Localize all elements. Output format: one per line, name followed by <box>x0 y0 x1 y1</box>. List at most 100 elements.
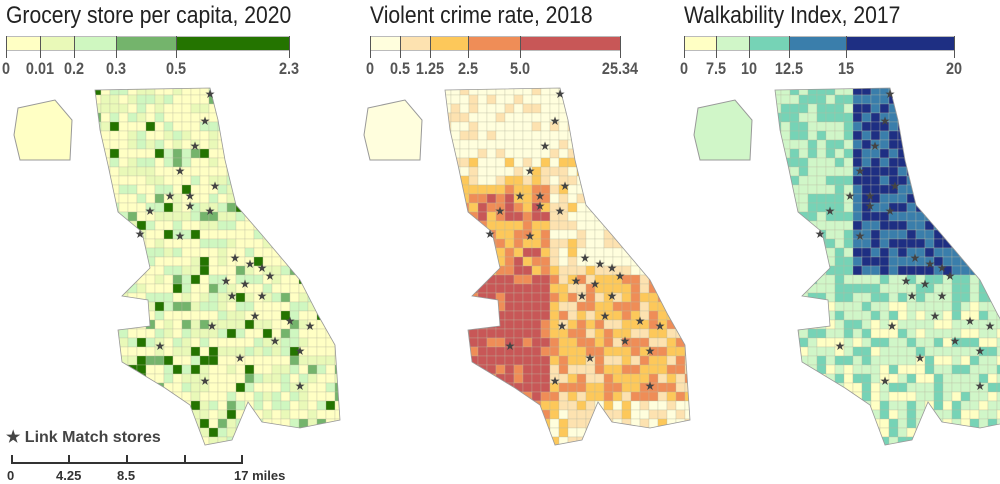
tract-cell <box>280 337 291 348</box>
tract-cell <box>445 364 452 375</box>
tract-cell <box>933 211 944 222</box>
tract-cell <box>217 103 228 114</box>
tract-cell <box>558 193 569 204</box>
tract-cell <box>127 184 138 195</box>
tract-cell <box>504 202 515 213</box>
tract-cell <box>199 292 210 303</box>
tract-cell <box>226 220 237 231</box>
tract-cell <box>825 94 836 105</box>
tract-cell <box>459 337 470 348</box>
tract-cell <box>100 112 111 123</box>
tract-cell <box>897 94 908 105</box>
tract-cell <box>798 220 809 231</box>
tract-cell <box>262 94 273 105</box>
tract-cell <box>825 418 836 429</box>
tract-cell <box>775 283 782 294</box>
tract-cell <box>825 184 836 195</box>
tract-cell <box>694 284 703 293</box>
tract-cell <box>316 400 327 411</box>
tract-cell <box>95 175 102 186</box>
tract-cell <box>344 257 353 266</box>
city-boundary <box>774 87 1000 446</box>
tract-cell <box>450 310 461 321</box>
tract-cell <box>163 283 174 294</box>
tract-cell <box>325 364 336 375</box>
tract-cell <box>978 88 989 96</box>
tract-cell <box>298 202 309 213</box>
tract-cell <box>531 364 542 375</box>
tract-cell <box>307 157 318 168</box>
tract-cell <box>897 166 908 177</box>
tract-cell <box>136 88 147 96</box>
choropleth-map: ★★★★★★★★ ★ ★★★★★ ★★ ★ ★★★★★★★★★★★★★ <box>13 87 353 455</box>
tract-cell <box>495 220 506 231</box>
tract-cell <box>924 427 935 438</box>
tract-cell <box>816 292 827 303</box>
tract-cell <box>549 130 560 141</box>
tract-cell <box>906 112 917 123</box>
tract-cell <box>567 427 578 438</box>
tract-cell <box>199 175 210 186</box>
tract-cell <box>870 328 881 339</box>
tract-cell <box>504 112 515 123</box>
tract-cell <box>325 202 336 213</box>
tract-cell <box>666 220 677 231</box>
tract-cell <box>298 193 309 204</box>
tract-cell <box>987 265 998 276</box>
tract-cell <box>477 427 488 438</box>
tract-cell <box>459 94 470 105</box>
tract-cell <box>834 427 845 438</box>
tract-cell <box>307 139 318 150</box>
tract-cell <box>262 247 273 258</box>
tract-cell <box>843 229 854 240</box>
tract-cell <box>807 346 818 357</box>
tract-cell <box>513 400 524 411</box>
tract-cell <box>522 121 533 132</box>
tract-cell <box>445 220 452 231</box>
tract-cell <box>960 364 971 375</box>
tract-cell <box>933 400 944 411</box>
tract-cell <box>486 130 497 141</box>
tract-cell <box>136 184 147 195</box>
tract-cell <box>942 400 953 411</box>
tract-cell <box>969 292 980 303</box>
tract-cell <box>445 310 452 321</box>
tract-cell <box>271 184 282 195</box>
tract-cell <box>325 211 336 222</box>
tract-cell <box>95 409 102 420</box>
store-marker: ★ <box>920 277 931 291</box>
tract-cell <box>109 301 120 312</box>
tract-cell <box>852 274 863 285</box>
tract-cell <box>325 319 336 330</box>
tract-cell <box>172 301 183 312</box>
store-marker: ★ <box>295 379 306 393</box>
tract-cell <box>657 436 668 445</box>
tract-cell <box>933 364 944 375</box>
tract-cell <box>344 446 353 455</box>
tract-cell <box>280 391 291 402</box>
tract-cell <box>298 364 309 375</box>
tract-cell <box>540 94 551 105</box>
tract-cell <box>942 247 953 258</box>
store-marker: ★ <box>185 189 196 203</box>
legend-tick <box>520 36 521 58</box>
tract-cell <box>639 211 650 222</box>
tract-cell <box>226 202 237 213</box>
tract-cell <box>684 184 690 195</box>
tract-cell <box>262 346 273 357</box>
tract-cell <box>459 166 470 177</box>
tract-cell <box>154 184 165 195</box>
tract-cell <box>567 364 578 375</box>
tract-cell <box>445 436 452 445</box>
tract-cell <box>775 400 782 411</box>
tract-cell <box>109 121 120 132</box>
tract-cell <box>951 319 962 330</box>
tract-cell <box>199 103 210 114</box>
tract-cell <box>235 337 246 348</box>
tract-cell <box>450 364 461 375</box>
tract-cell <box>666 391 677 402</box>
tract-cell <box>549 157 560 168</box>
tract-cell <box>226 175 237 186</box>
tract-cell <box>100 409 111 420</box>
store-marker: ★ <box>550 374 561 388</box>
